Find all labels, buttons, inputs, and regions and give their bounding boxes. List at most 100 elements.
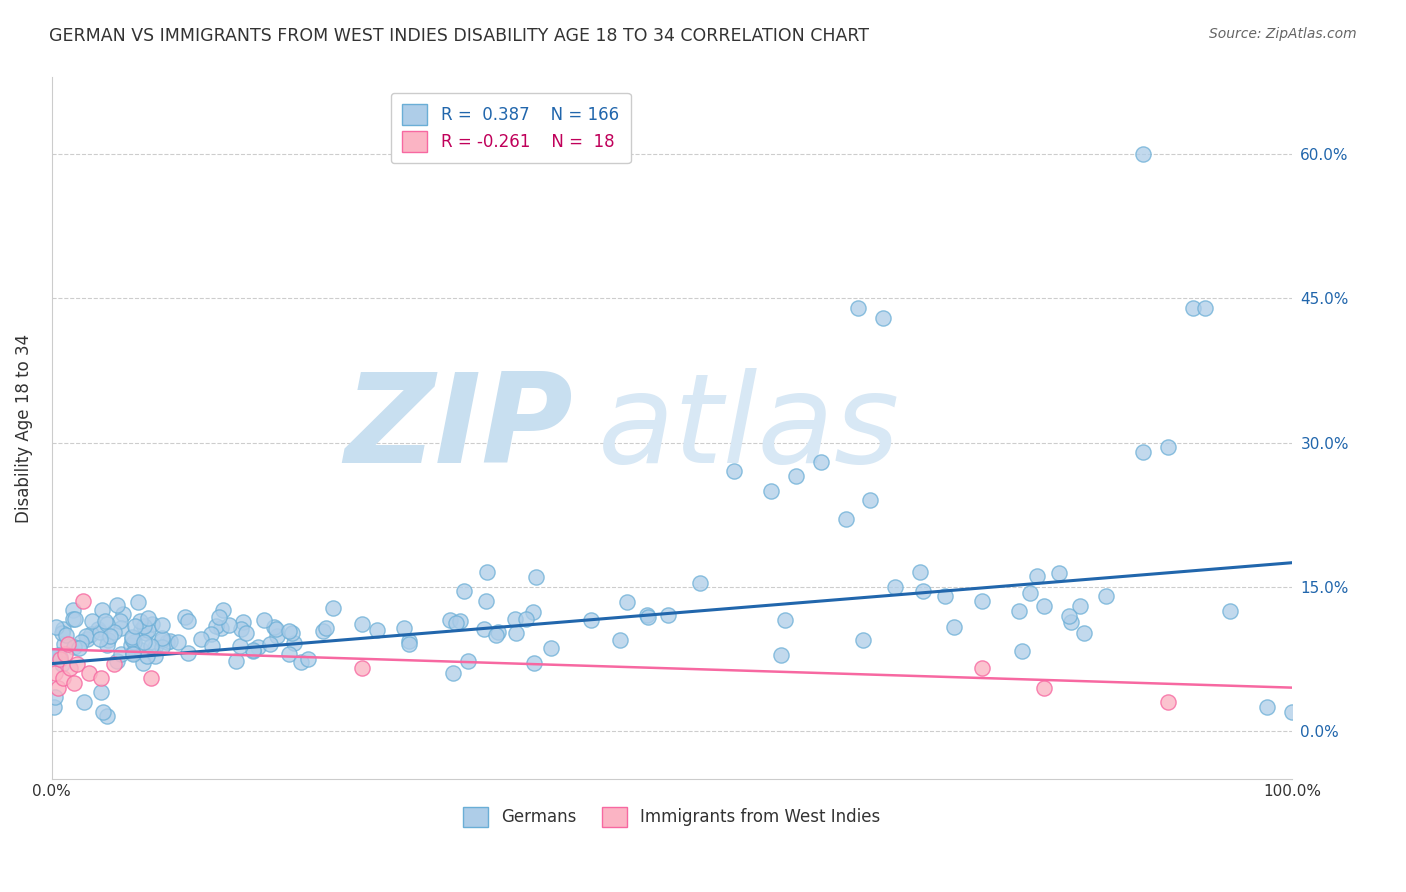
Point: [1069, 599, 1091, 613]
Point: [124, 618, 146, 632]
Point: [96, 638, 118, 652]
Point: [51, 625, 73, 640]
Point: [475, 566, 498, 580]
Point: [49, 652, 72, 666]
Point: [637, 610, 659, 624]
Point: [159, 634, 181, 648]
Point: [124, 635, 146, 649]
Point: [263, 620, 285, 634]
Point: [91, 603, 114, 617]
Point: [229, 639, 252, 653]
Point: [44, 699, 66, 714]
Point: [1132, 445, 1154, 459]
Point: [277, 624, 299, 638]
Point: [177, 646, 200, 660]
Point: [259, 637, 281, 651]
Point: [110, 647, 132, 661]
Point: [439, 613, 461, 627]
Point: [1008, 604, 1031, 618]
Point: [143, 640, 166, 655]
Point: [579, 613, 602, 627]
Point: [135, 649, 157, 664]
Point: [80, 627, 103, 641]
Point: [911, 583, 934, 598]
Point: [1026, 569, 1049, 583]
Point: [63, 675, 86, 690]
Point: [515, 612, 537, 626]
Point: [859, 493, 882, 508]
Point: [73, 695, 96, 709]
Point: [190, 632, 212, 646]
Point: [770, 648, 793, 662]
Point: [52, 638, 75, 652]
Point: [139, 671, 162, 685]
Point: [59, 661, 82, 675]
Point: [253, 613, 276, 627]
Point: [884, 580, 907, 594]
Point: [394, 621, 416, 635]
Point: [122, 647, 145, 661]
Point: [350, 661, 373, 675]
Point: [1032, 599, 1054, 613]
Point: [657, 607, 679, 622]
Legend: Germans, Immigrants from West Indies: Germans, Immigrants from West Indies: [457, 800, 887, 834]
Point: [46, 648, 69, 662]
Point: [62, 612, 84, 626]
Point: [1132, 147, 1154, 161]
Point: [283, 636, 305, 650]
Point: [52, 623, 75, 637]
Point: [311, 624, 333, 638]
Point: [810, 455, 832, 469]
Text: ZIP: ZIP: [344, 368, 572, 489]
Point: [55, 647, 77, 661]
Point: [80, 614, 103, 628]
Y-axis label: Disability Age 18 to 34: Disability Age 18 to 34: [15, 334, 32, 523]
Point: [141, 616, 163, 631]
Point: [150, 631, 173, 645]
Point: [277, 647, 299, 661]
Point: [167, 635, 190, 649]
Point: [229, 623, 252, 637]
Point: [89, 624, 111, 639]
Point: [108, 614, 131, 628]
Point: [131, 643, 153, 657]
Point: [96, 709, 118, 723]
Point: [44, 690, 66, 705]
Point: [1057, 608, 1080, 623]
Point: [122, 646, 145, 660]
Point: [775, 613, 797, 627]
Point: [441, 666, 464, 681]
Point: [177, 614, 200, 628]
Point: [616, 595, 638, 609]
Point: [97, 632, 120, 647]
Point: [1157, 695, 1180, 709]
Point: [1019, 585, 1042, 599]
Point: [315, 621, 337, 635]
Point: [90, 671, 112, 685]
Text: atlas: atlas: [598, 368, 900, 489]
Point: [62, 640, 84, 654]
Point: [70, 635, 93, 649]
Point: [52, 671, 75, 685]
Point: [132, 634, 155, 648]
Point: [444, 616, 467, 631]
Point: [1219, 604, 1241, 618]
Point: [475, 594, 498, 608]
Point: [785, 469, 807, 483]
Point: [723, 464, 745, 478]
Point: [208, 610, 231, 624]
Point: [156, 634, 179, 648]
Point: [846, 301, 869, 315]
Point: [218, 617, 240, 632]
Point: [1281, 705, 1303, 719]
Point: [908, 566, 931, 580]
Point: [200, 626, 222, 640]
Point: [235, 625, 257, 640]
Point: [90, 685, 112, 699]
Point: [51, 657, 73, 672]
Point: [366, 624, 388, 638]
Point: [67, 641, 90, 656]
Point: [65, 612, 87, 626]
Point: [150, 633, 173, 648]
Point: [72, 594, 94, 608]
